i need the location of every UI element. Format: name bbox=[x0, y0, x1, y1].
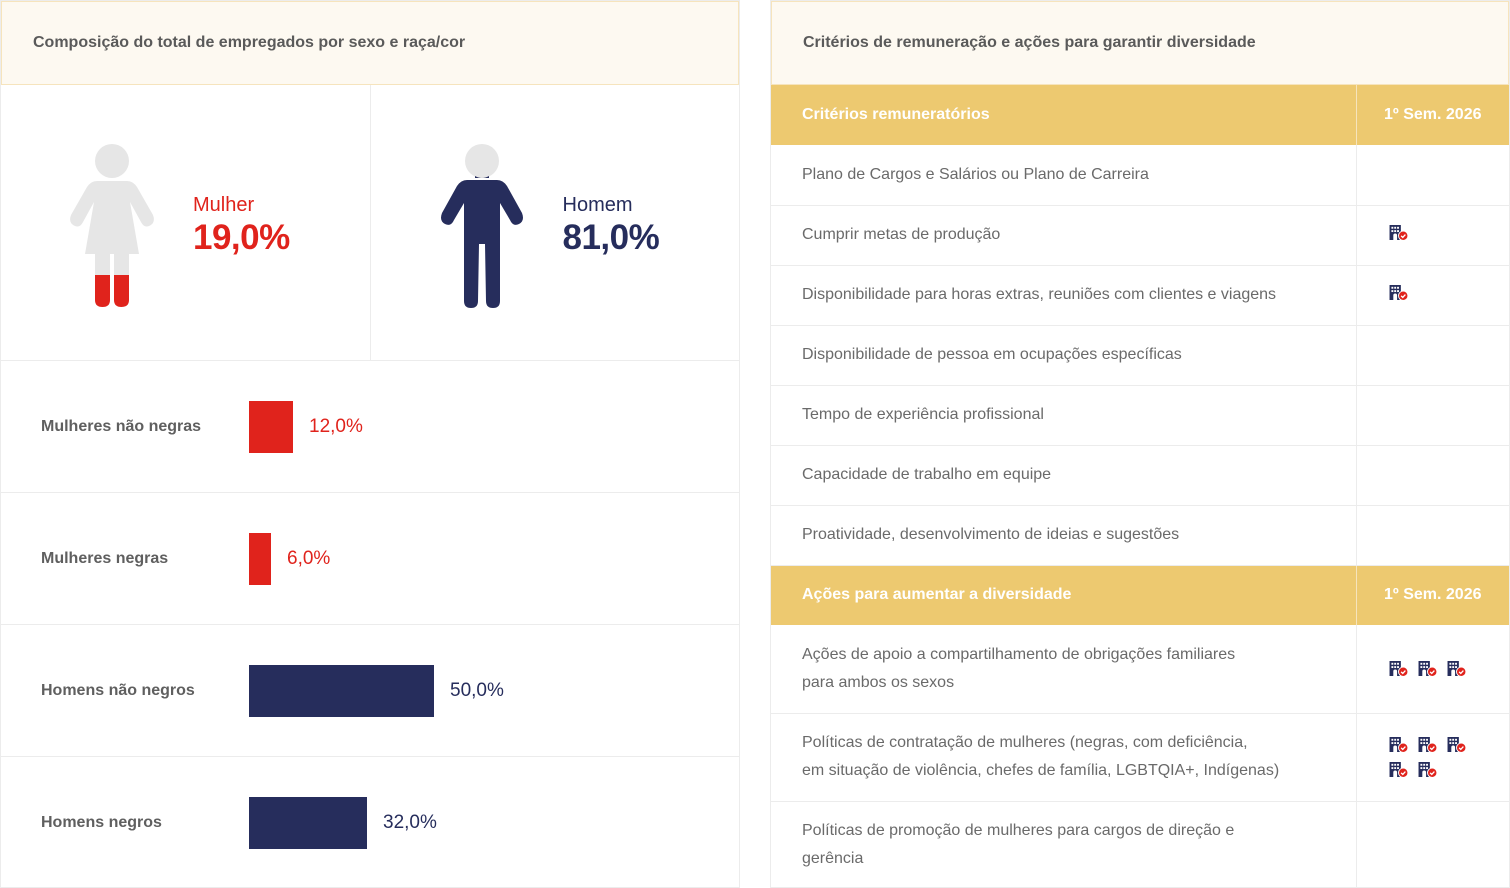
building-check-icon bbox=[1388, 761, 1409, 778]
building-check-icon bbox=[1446, 660, 1467, 678]
action-label-line: Ações de apoio a compartilhamento de obr… bbox=[802, 645, 1236, 663]
period-header: 1º Sem. 2026 bbox=[1355, 85, 1509, 145]
building-check-icon bbox=[1388, 660, 1409, 678]
action-label: Políticas de promoção de mulheres para c… bbox=[771, 801, 1356, 888]
table-row: Proatividade, desenvolvimento de ideias … bbox=[771, 505, 1509, 566]
action-status bbox=[1355, 801, 1509, 888]
female-card: Mulher 19,0% bbox=[1, 85, 370, 360]
criterion-status bbox=[1355, 145, 1509, 206]
bar bbox=[249, 664, 434, 717]
period-header: 1º Sem. 2026 bbox=[1355, 565, 1509, 625]
table-header: Ações para aumentar a diversidade 1º Sem… bbox=[771, 565, 1509, 625]
table-row: Capacidade de trabalho em equipe bbox=[771, 445, 1509, 506]
male-label: Homem bbox=[562, 194, 633, 216]
bar-label: Mulheres negras bbox=[41, 549, 169, 567]
action-label-line: gerência bbox=[802, 850, 864, 867]
action-label: Ações de apoio a compartilhamento de obr… bbox=[771, 625, 1356, 714]
section-header: Critérios remuneratórios bbox=[771, 85, 1356, 145]
panel-header: Critérios de remuneração e ações para ga… bbox=[771, 1, 1509, 85]
action-label-line: em situação de violência, chefes de famí… bbox=[802, 762, 1280, 779]
criterion-status bbox=[1355, 385, 1509, 446]
male-figure-icon bbox=[440, 144, 523, 308]
table-row: Políticas de promoção de mulheres para c… bbox=[771, 801, 1509, 888]
female-label: Mulher bbox=[193, 194, 255, 216]
action-label-line: Políticas de promoção de mulheres para c… bbox=[802, 822, 1235, 839]
bar-value: 6,0% bbox=[287, 547, 331, 569]
criterion-label: Cumprir metas de produção bbox=[771, 205, 1356, 266]
male-card: Homem 81,0% bbox=[369, 85, 740, 360]
bar bbox=[249, 400, 293, 453]
panel-header: Composição do total de empregados por se… bbox=[1, 1, 739, 85]
building-check-icon bbox=[1388, 224, 1409, 241]
bar-value: 12,0% bbox=[309, 415, 363, 437]
building-check-icon bbox=[1417, 660, 1438, 678]
table-row: Disponibilidade de pessoa em ocupações e… bbox=[771, 325, 1509, 386]
criterion-status bbox=[1355, 325, 1509, 386]
criteria-table: Critérios remuneratórios 1º Sem. 2026 Pl… bbox=[771, 85, 1509, 888]
building-check-icon bbox=[1446, 736, 1467, 753]
table-row: Plano de Cargos e Salários ou Plano de C… bbox=[771, 145, 1509, 206]
criterion-label: Tempo de experiência profissional bbox=[771, 385, 1356, 446]
bar bbox=[249, 796, 367, 849]
criterion-label: Disponibilidade para horas extras, reuni… bbox=[771, 265, 1356, 326]
criterion-status bbox=[1355, 205, 1509, 266]
action-status bbox=[1355, 625, 1509, 714]
panel-title: Composição do total de empregados por se… bbox=[33, 34, 466, 51]
building-check-icon bbox=[1417, 736, 1438, 753]
table-header: Critérios remuneratórios 1º Sem. 2026 bbox=[771, 85, 1509, 145]
criterion-label: Disponibilidade de pessoa em ocupações e… bbox=[771, 325, 1356, 386]
employee-composition-panel: Composição do total de empregados por se… bbox=[0, 0, 740, 888]
criterion-status bbox=[1355, 505, 1509, 566]
table-row: Tempo de experiência profissional bbox=[771, 385, 1509, 446]
bar-label: Homens não negros bbox=[41, 681, 195, 699]
action-label: Políticas de contratação de mulheres (ne… bbox=[771, 713, 1356, 802]
bar-label: Homens negros bbox=[41, 813, 162, 831]
female-figure-icon bbox=[70, 144, 154, 307]
bar-row: Homens não negros 50,0% bbox=[1, 625, 739, 757]
table-row: Políticas de contratação de mulheres (ne… bbox=[771, 713, 1509, 802]
bar-value: 50,0% bbox=[450, 679, 504, 701]
bar-row: Homens negros 32,0% bbox=[1, 757, 739, 888]
male-value: 81,0% bbox=[562, 218, 660, 257]
building-check-icon bbox=[1388, 284, 1409, 301]
criterion-label: Capacidade de trabalho em equipe bbox=[771, 445, 1356, 506]
section-header: Ações para aumentar a diversidade bbox=[771, 565, 1356, 625]
criterion-label: Plano de Cargos e Salários ou Plano de C… bbox=[771, 145, 1356, 206]
bar-label: Mulheres não negras bbox=[41, 417, 202, 435]
gender-summary: Mulher 19,0% Homem 81,0% bbox=[1, 85, 739, 361]
criterion-status bbox=[1355, 265, 1509, 326]
table-row: Cumprir metas de produção bbox=[771, 205, 1509, 266]
bar bbox=[249, 532, 271, 585]
action-label-line: Políticas de contratação de mulheres (ne… bbox=[802, 734, 1248, 751]
building-check-icon bbox=[1417, 761, 1438, 778]
remuneration-diversity-panel: Critérios de remuneração e ações para ga… bbox=[770, 0, 1510, 888]
bar-value: 32,0% bbox=[383, 811, 437, 833]
table-row: Disponibilidade para horas extras, reuni… bbox=[771, 265, 1509, 326]
criterion-label: Proatividade, desenvolvimento de ideias … bbox=[771, 505, 1356, 566]
table-row: Ações de apoio a compartilhamento de obr… bbox=[771, 625, 1509, 714]
building-check-icon bbox=[1388, 736, 1409, 753]
panel-title: Critérios de remuneração e ações para ga… bbox=[803, 34, 1256, 51]
bar-row: Mulheres negras 6,0% bbox=[1, 493, 739, 625]
action-status bbox=[1355, 713, 1509, 802]
action-label-line: para ambos os sexos bbox=[802, 673, 955, 691]
bar-row: Mulheres não negras 12,0% bbox=[1, 361, 739, 493]
criterion-status bbox=[1355, 445, 1509, 506]
female-value: 19,0% bbox=[193, 218, 290, 257]
